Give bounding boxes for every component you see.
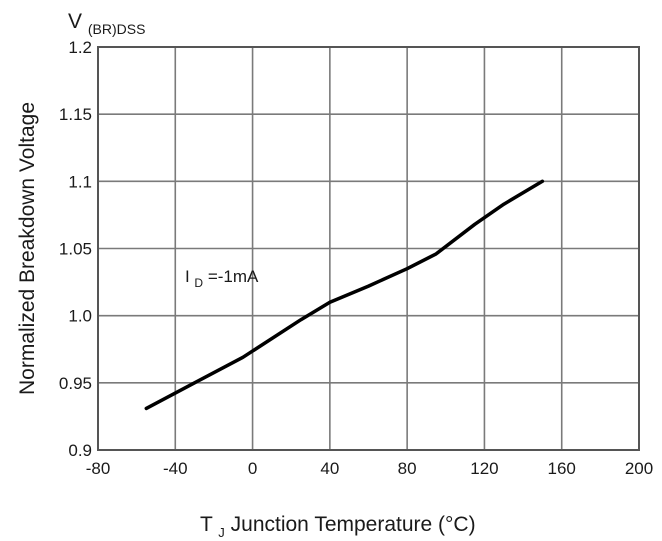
annotation-subscript: D: [194, 276, 203, 290]
y-tick-label: 1.1: [68, 172, 92, 191]
plot-frame: [97, 46, 640, 451]
x-tick-label: 160: [548, 459, 576, 478]
current-annotation: I D =-1mA: [185, 267, 259, 291]
x-tick-label: 0: [248, 459, 257, 478]
y-unit-main: V: [68, 10, 82, 33]
x-tick-label: 40: [320, 459, 339, 478]
annotation-main: I: [185, 267, 190, 286]
grid-lines: [97, 46, 640, 451]
x-label-subscript: J: [218, 525, 225, 540]
x-tick-label: 200: [625, 459, 653, 478]
y-axis-label: Normalized Breakdown Voltage: [16, 102, 39, 395]
annotation-rest: =-1mA: [208, 267, 259, 286]
x-tick-label: 80: [398, 459, 417, 478]
y-tick-label: 0.9: [68, 441, 92, 460]
y-tick-label: 0.95: [59, 374, 92, 393]
y-unit-label: V (BR)DSS: [68, 10, 145, 37]
x-label-rest: Junction Temperature (°C): [231, 513, 476, 536]
x-axis-label: T J Junction Temperature (°C): [200, 513, 476, 541]
y-tick-label: 1.15: [59, 105, 92, 124]
x-label-main: T: [200, 513, 213, 536]
x-tick-label: -40: [163, 459, 188, 478]
x-tick-label: 120: [470, 459, 498, 478]
series-line: [144, 179, 545, 411]
x-tick-labels: -80 -40 0 40 80 120 160 200: [86, 459, 653, 478]
y-tick-labels: 0.9 0.95 1.0 1.05 1.1 1.15 1.2: [59, 38, 92, 460]
y-tick-label: 1.2: [68, 38, 92, 57]
y-unit-subscript: (BR)DSS: [88, 21, 146, 37]
y-tick-label: 1.0: [68, 307, 92, 326]
x-tick-label: -80: [86, 459, 111, 478]
y-tick-label: 1.05: [59, 240, 92, 259]
